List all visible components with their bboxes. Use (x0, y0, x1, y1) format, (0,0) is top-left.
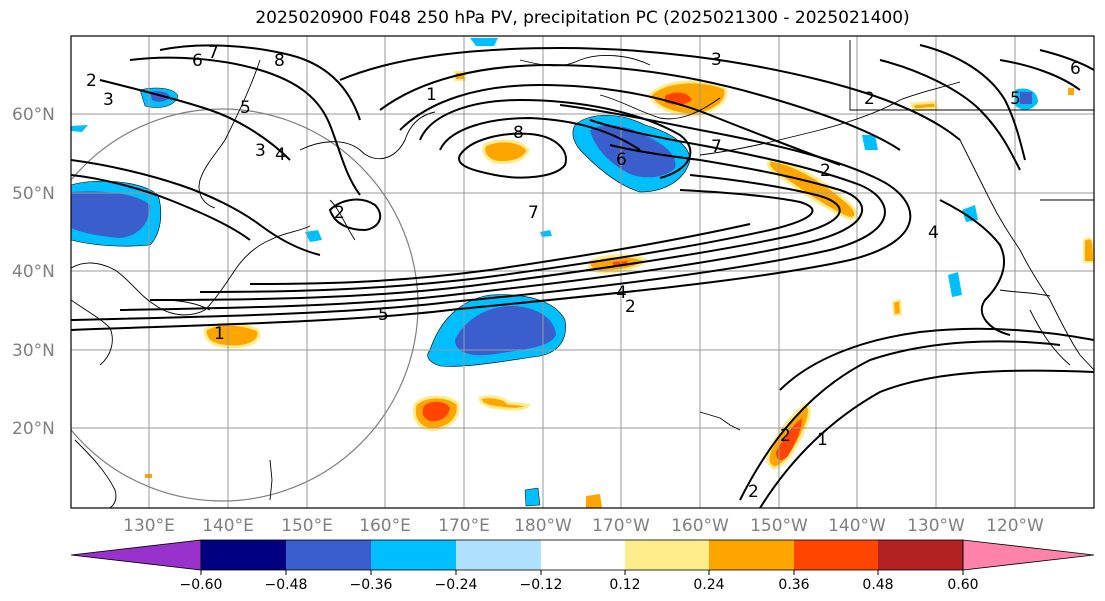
colorbar-tick-label: 0.36 (778, 577, 809, 593)
colorbar-segment (625, 540, 709, 570)
lat-label: 40°N (12, 262, 55, 282)
contour-label: 5 (240, 98, 251, 118)
longitude-labels: 130°E 140°E 150°E 160°E 170°E 180°W 170°… (123, 516, 1044, 536)
colorbar-segment (878, 540, 963, 570)
lon-label: 180°W (514, 516, 572, 536)
graticule (71, 36, 1094, 508)
lon-label: 160°E (359, 516, 411, 536)
precipitation-shading (71, 38, 1094, 508)
lon-label: 120°W (986, 516, 1044, 536)
colorbar-tick-label: −0.24 (435, 577, 478, 593)
lat-label: 20°N (12, 419, 55, 439)
colorbar-segment (201, 540, 286, 570)
colorbar-tick-label: −0.36 (350, 577, 393, 593)
contour-labels: 2 3 6 7 8 5 3 4 1 8 6 7 3 2 5 6 2 7 4 2 … (86, 43, 1081, 502)
contour-label: 4 (275, 145, 286, 165)
contour-label: 7 (208, 43, 219, 63)
latitude-labels: 60°N 50°N 40°N 30°N 20°N (12, 105, 55, 439)
lon-label: 160°W (671, 516, 729, 536)
colorbar-segment (709, 540, 794, 570)
contour-label: 3 (255, 141, 266, 161)
colorbar-tick-label: 0.48 (862, 577, 893, 593)
contour-label: 6 (192, 51, 203, 71)
lon-label: 150°W (750, 516, 808, 536)
contour-label: 1 (426, 85, 437, 105)
coastlines (71, 40, 1094, 508)
lat-label: 60°N (12, 105, 55, 125)
lat-label: 50°N (12, 184, 55, 204)
lat-label: 30°N (12, 341, 55, 361)
colorbar-tick-label: 0.12 (609, 577, 640, 593)
contour-label: 8 (513, 123, 524, 143)
contour-label: 4 (616, 283, 627, 303)
contour-label: 7 (528, 203, 539, 223)
contour-label: 8 (274, 51, 285, 71)
contour-label: 7 (711, 137, 722, 157)
lon-label: 140°E (202, 516, 254, 536)
contour-label: 6 (616, 150, 627, 170)
contour-label: 2 (334, 203, 345, 223)
contour-label: 2 (625, 297, 636, 317)
colorbar: −0.60 −0.48 −0.36 −0.24 −0.12 0.12 0.24 … (70, 539, 1095, 593)
contour-label: 2 (780, 426, 791, 446)
contour-label: 6 (1070, 59, 1081, 79)
lon-label: 170°E (438, 516, 490, 536)
contour-label: 3 (711, 50, 722, 70)
contour-label: 5 (1010, 89, 1021, 109)
colorbar-tick-label: 0.60 (947, 577, 978, 593)
contour-label: 2 (748, 482, 759, 502)
colorbar-tick-label: −0.48 (265, 577, 308, 593)
lon-label: 140°W (828, 516, 886, 536)
colorbar-tick-label: 0.24 (693, 577, 724, 593)
colorbar-frame (200, 539, 964, 571)
contour-label: 2 (86, 71, 97, 91)
contour-label: 1 (817, 430, 828, 450)
colorbar-tick-label: −0.60 (180, 577, 223, 593)
colorbar-segment (541, 540, 625, 570)
contour-label: 1 (214, 324, 225, 344)
contour-label: 3 (103, 90, 114, 110)
figure-title: 2025020900 F048 250 hPa PV, precipitatio… (255, 8, 910, 28)
map-frame (70, 35, 1095, 509)
colorbar-segment (794, 540, 878, 570)
contour-label: 4 (928, 223, 939, 243)
colorbar-min-extension (70, 539, 202, 571)
colorbar-segment (286, 540, 371, 570)
reference-circle (71, 108, 419, 502)
contour-label: 5 (378, 305, 389, 325)
lon-label: 170°W (592, 516, 650, 536)
colorbar-segment (371, 540, 456, 570)
lon-label: 150°E (281, 516, 333, 536)
contour-label: 2 (864, 89, 875, 109)
contour-label: 2 (820, 161, 831, 181)
colorbar-tick-label: −0.12 (520, 577, 563, 593)
pv-contours (71, 44, 1094, 508)
colorbar-segment (456, 540, 541, 570)
lon-label: 130°E (123, 516, 175, 536)
colorbar-max-extension (962, 539, 1095, 571)
lon-label: 130°W (907, 516, 965, 536)
